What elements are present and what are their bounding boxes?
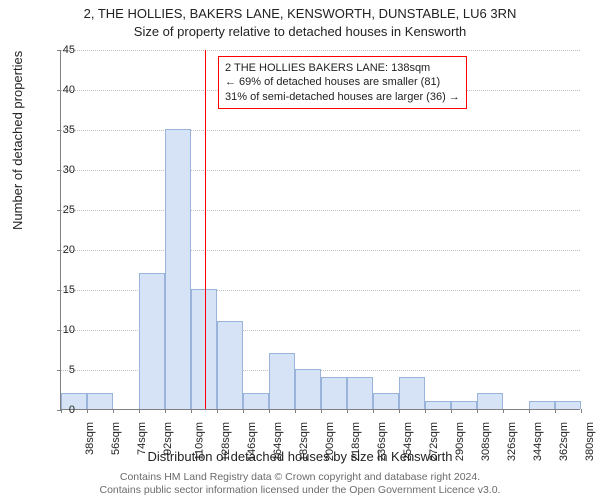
- histogram-bar: [555, 401, 581, 409]
- x-tick-mark: [451, 409, 452, 413]
- x-tick-label: 272sqm: [428, 422, 440, 461]
- y-tick-label: 10: [45, 324, 75, 336]
- histogram-bar: [165, 129, 191, 409]
- y-axis-label: Number of detached properties: [10, 51, 25, 230]
- x-tick-mark: [139, 409, 140, 413]
- y-tick-label: 20: [45, 244, 75, 256]
- x-tick-mark: [165, 409, 166, 413]
- marker-line: [205, 50, 206, 409]
- x-tick-mark: [295, 409, 296, 413]
- x-tick-mark: [269, 409, 270, 413]
- chart-title-line1: 2, THE HOLLIES, BAKERS LANE, KENSWORTH, …: [0, 6, 600, 21]
- x-tick-label: 110sqm: [193, 422, 205, 460]
- annotation-line-3: 31% of semi-detached houses are larger (…: [225, 90, 460, 104]
- x-tick-label: 380sqm: [584, 422, 596, 461]
- x-tick-label: 308sqm: [480, 422, 492, 461]
- x-tick-mark: [347, 409, 348, 413]
- x-tick-mark: [581, 409, 582, 413]
- x-tick-mark: [191, 409, 192, 413]
- x-tick-mark: [113, 409, 114, 413]
- x-tick-mark: [399, 409, 400, 413]
- x-tick-label: 146sqm: [246, 422, 258, 461]
- x-tick-label: 254sqm: [402, 422, 414, 461]
- histogram-bar: [243, 393, 269, 409]
- x-tick-mark: [217, 409, 218, 413]
- histogram-bar: [425, 401, 451, 409]
- histogram-bar: [269, 353, 295, 409]
- license-line-1: Contains HM Land Registry data © Crown c…: [120, 471, 480, 483]
- x-tick-label: 290sqm: [454, 422, 466, 461]
- x-tick-label: 218sqm: [350, 422, 362, 461]
- x-tick-label: 326sqm: [506, 422, 518, 461]
- histogram-bar: [477, 393, 503, 409]
- y-tick-label: 0: [45, 404, 75, 416]
- annotation-box: 2 THE HOLLIES BAKERS LANE: 138sqm ← 69% …: [218, 56, 467, 109]
- histogram-bar: [529, 401, 555, 409]
- x-tick-label: 344sqm: [532, 422, 544, 461]
- gridline: [61, 50, 580, 51]
- x-tick-mark: [529, 409, 530, 413]
- license-line-2: Contains public sector information licen…: [100, 484, 501, 496]
- histogram-bar: [87, 393, 113, 409]
- x-tick-mark: [503, 409, 504, 413]
- annotation-line-1: 2 THE HOLLIES BAKERS LANE: 138sqm: [225, 61, 460, 75]
- x-tick-mark: [555, 409, 556, 413]
- gridline: [61, 250, 580, 251]
- y-tick-label: 40: [45, 84, 75, 96]
- x-tick-mark: [477, 409, 478, 413]
- x-tick-mark: [373, 409, 374, 413]
- chart-title-line2: Size of property relative to detached ho…: [0, 24, 600, 39]
- x-tick-mark: [425, 409, 426, 413]
- x-tick-mark: [321, 409, 322, 413]
- x-tick-label: 74sqm: [136, 422, 148, 455]
- gridline: [61, 130, 580, 131]
- x-tick-label: 182sqm: [298, 422, 310, 461]
- y-tick-label: 15: [45, 284, 75, 296]
- y-tick-label: 5: [45, 364, 75, 376]
- x-tick-mark: [87, 409, 88, 413]
- histogram-bar: [139, 273, 165, 409]
- x-tick-mark: [243, 409, 244, 413]
- x-tick-label: 128sqm: [220, 422, 232, 461]
- histogram-bar: [451, 401, 477, 409]
- y-tick-label: 30: [45, 164, 75, 176]
- y-tick-label: 25: [45, 204, 75, 216]
- histogram-bar: [399, 377, 425, 409]
- histogram-bar: [373, 393, 399, 409]
- histogram-bar: [321, 377, 347, 409]
- x-tick-label: 362sqm: [558, 422, 570, 461]
- x-tick-label: 200sqm: [324, 422, 336, 461]
- license-text: Contains HM Land Registry data © Crown c…: [0, 471, 600, 498]
- gridline: [61, 170, 580, 171]
- y-tick-label: 35: [45, 124, 75, 136]
- annotation-line-2: ← 69% of detached houses are smaller (81…: [225, 75, 460, 89]
- x-tick-label: 92sqm: [162, 422, 174, 455]
- y-tick-label: 45: [45, 44, 75, 56]
- chart-container: 2, THE HOLLIES, BAKERS LANE, KENSWORTH, …: [0, 0, 600, 500]
- x-tick-label: 56sqm: [110, 422, 122, 455]
- x-tick-label: 164sqm: [272, 422, 284, 461]
- histogram-bar: [217, 321, 243, 409]
- x-tick-label: 38sqm: [84, 422, 96, 455]
- histogram-bar: [191, 289, 217, 409]
- x-tick-label: 236sqm: [376, 422, 388, 461]
- histogram-bar: [295, 369, 321, 409]
- gridline: [61, 210, 580, 211]
- histogram-bar: [347, 377, 373, 409]
